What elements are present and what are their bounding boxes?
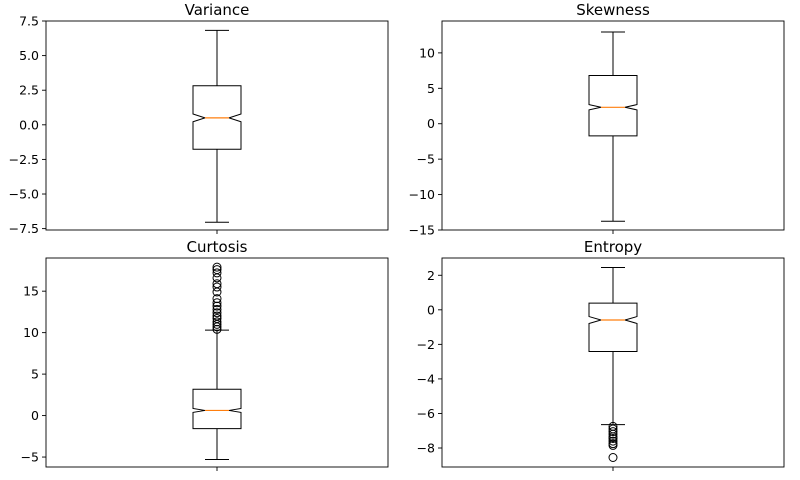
y-tick-label: −7.5 xyxy=(9,221,39,236)
y-tick-label: −4 xyxy=(417,371,435,386)
outlier-point xyxy=(608,434,618,443)
subplot-skewness: Skewness −15 −10 −5 0 5 10 xyxy=(409,1,785,238)
outlier-point xyxy=(212,279,222,289)
y-tick-label: −15 xyxy=(409,223,435,238)
outlier-point xyxy=(212,304,222,314)
y-tick-label: 0.0 xyxy=(19,117,39,132)
y-tick-label: 5.0 xyxy=(19,48,39,63)
axes-frame xyxy=(45,257,389,468)
outlier-point xyxy=(212,301,222,311)
y-tick-label: 0 xyxy=(31,408,39,423)
outlier-point xyxy=(212,268,222,278)
outlier-point xyxy=(212,262,222,272)
y-tick-label: −5.0 xyxy=(9,187,39,202)
y-tick-label: −5 xyxy=(21,450,39,465)
chart-title: Entropy xyxy=(584,238,642,256)
chart-title: Curtosis xyxy=(186,238,247,256)
outlier-point xyxy=(212,298,222,308)
outlier-point xyxy=(212,311,222,321)
outlier-point xyxy=(212,282,222,292)
y-tick-label: 0 xyxy=(427,116,435,131)
y-tick-label: 10 xyxy=(23,325,39,340)
y-tick-label: 2 xyxy=(427,268,435,283)
notched-box xyxy=(588,302,638,352)
y-tick-label: −2.5 xyxy=(9,152,39,167)
y-tick-label: −5 xyxy=(417,152,435,167)
notched-box xyxy=(588,74,638,137)
y-tick-label: 15 xyxy=(23,284,39,299)
y-tick-label: 5 xyxy=(31,367,39,382)
y-tick-label: 10 xyxy=(419,45,435,60)
axes-frame xyxy=(441,257,785,468)
outlier-point xyxy=(212,317,222,327)
outlier-point xyxy=(212,308,222,318)
outlier-point xyxy=(212,324,222,334)
subplot-entropy: Entropy −8 −6 −4 −2 0 2 xyxy=(417,238,785,471)
y-tick-label: −2 xyxy=(417,337,435,352)
subplot-curtosis: Curtosis −5 0 5 10 15 xyxy=(21,238,389,471)
chart-title: Variance xyxy=(185,1,250,19)
outlier-point xyxy=(212,265,222,275)
outlier-point xyxy=(608,427,618,437)
subplot-variance: Variance −7.5 −5.0 −2.5 0.0 2.5 5.0 7.5 xyxy=(9,1,389,236)
notched-box xyxy=(192,85,242,150)
y-tick-label: 5 xyxy=(427,81,435,96)
outlier-point xyxy=(212,314,222,324)
y-tick-label: −6 xyxy=(417,406,435,421)
chart-title: Skewness xyxy=(576,1,650,19)
y-tick-label: 2.5 xyxy=(19,83,39,98)
y-tick-label: −8 xyxy=(417,441,435,456)
axes-frame xyxy=(45,20,389,231)
axes-frame xyxy=(441,20,785,231)
y-tick-label: 7.5 xyxy=(19,14,39,29)
notched-box xyxy=(192,388,242,430)
outlier-point xyxy=(608,429,618,439)
outlier-point xyxy=(608,453,618,462)
y-tick-label: 0 xyxy=(427,302,435,317)
outlier-point xyxy=(608,440,618,450)
y-tick-label: −10 xyxy=(409,187,435,202)
outlier-point xyxy=(608,436,618,446)
outlier-point xyxy=(212,294,222,304)
